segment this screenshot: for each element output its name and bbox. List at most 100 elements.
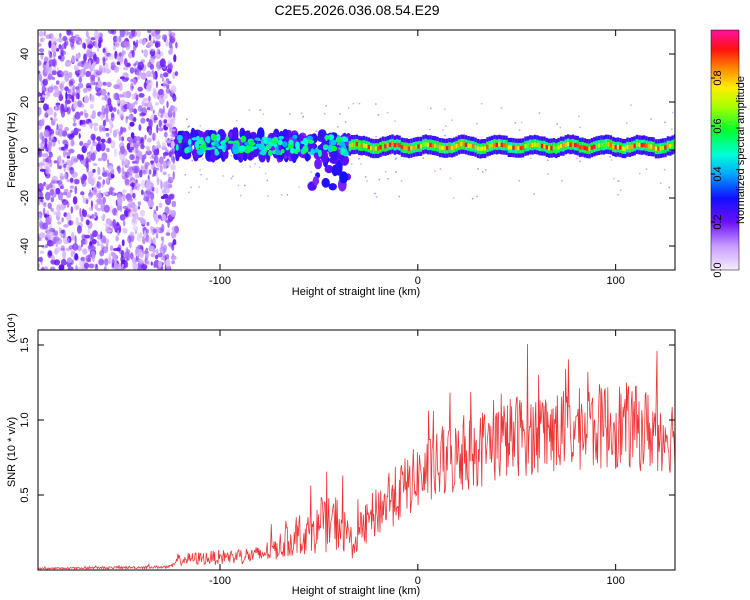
spectrogram-cell: [657, 146, 660, 151]
spectrogram-cell: [122, 66, 129, 71]
spectrogram-cell: [162, 152, 166, 160]
spectrogram-cell: [476, 195, 478, 198]
spectrogram-cell: [94, 203, 99, 210]
spectrogram-cell: [227, 140, 234, 144]
spectrogram-cell: [298, 186, 300, 188]
spectrogram-cell: [76, 225, 82, 234]
spectrogram-cell: [142, 169, 147, 175]
spectrogram-cell: [148, 48, 156, 52]
spectrogram-cell: [147, 187, 150, 197]
spectrogram-cell: [360, 143, 363, 148]
spectrogram-cell: [64, 126, 69, 132]
spectrogram-cell: [351, 142, 354, 147]
spectrogram-cell: [171, 131, 177, 138]
spectrogram-cell: [38, 48, 45, 53]
spectrogram-cell: [62, 250, 67, 260]
spectrogram-cell: [493, 142, 496, 147]
spectrogram-cell: [102, 57, 106, 66]
spectrogram-cell: [151, 173, 155, 177]
spectrogram-cell: [188, 125, 190, 127]
spectrogram-cell: [114, 66, 119, 73]
spectrogram-cell: [79, 111, 84, 116]
spectrogram-cell: [96, 70, 103, 74]
spectrogram-cell: [181, 151, 192, 160]
spectrogram-cell: [78, 221, 83, 226]
spectrogram-cell: [155, 205, 159, 212]
spectrogram-cell: [166, 68, 172, 73]
spectrogram-cell: [53, 111, 57, 118]
spectrogram-cell: [153, 149, 159, 156]
snr-series-line: [38, 343, 675, 570]
spectrogram-cell: [64, 143, 69, 149]
spectrogram-cell: [60, 80, 66, 85]
spectrogram-cell: [626, 122, 628, 124]
spectrogram-cell: [69, 185, 74, 189]
spectrogram-cell: [153, 155, 159, 164]
spectrogram-cell: [170, 210, 177, 218]
spectrogram-cell: [65, 212, 72, 222]
spectrogram-cell: [42, 94, 45, 98]
spectrogram-cell: [71, 171, 78, 178]
spectrogram-cell: [141, 49, 144, 54]
spectrogram-cell: [341, 147, 345, 153]
spectrogram-cell: [457, 142, 461, 147]
spectrogram-cell: [165, 39, 169, 47]
spectrogram-cell: [65, 91, 68, 101]
spectrogram-cell: [403, 145, 406, 150]
spectrogram-cell: [160, 195, 166, 200]
spectrogram-cell: [92, 53, 97, 62]
spectrogram-cell: [464, 142, 468, 147]
spectrogram-cell: [400, 180, 403, 182]
spectrogram-cell: [438, 145, 442, 150]
spectrogram-cell: [607, 142, 610, 147]
spectrogram-cell: [134, 136, 141, 142]
spectrogram-cell: [426, 142, 430, 147]
spectrogram-cell: [254, 163, 256, 165]
spectrogram-cell: [514, 145, 518, 151]
spectrogram-cell: [129, 231, 135, 237]
spectrogram-cell: [88, 194, 92, 200]
spectrogram-cell: [126, 142, 131, 151]
spectrogram-cell: [143, 49, 148, 58]
colorbar-label: Normalized spectral amplitude: [735, 76, 747, 224]
spectrogram-cell: [395, 157, 397, 159]
spectrogram-cell: [391, 141, 394, 147]
spectrogram-cell: [292, 134, 298, 140]
spectrogram-cell: [69, 177, 74, 183]
spectrogram-cell: [67, 133, 72, 139]
spectrogram-ticks: -100 0 100 -40 -20 0 20 40: [19, 30, 675, 287]
spectrogram-cell: [53, 160, 58, 164]
spectrogram-cell: [144, 134, 147, 140]
y-tick-label: 1.5: [19, 337, 31, 352]
spectrogram-cell: [129, 67, 135, 74]
spectrogram-cell: [377, 146, 380, 151]
spectrogram-cell: [96, 80, 103, 88]
spectrogram-cell: [547, 159, 549, 161]
spectrogram-cell: [239, 145, 246, 152]
spectrogram-cell: [171, 252, 175, 258]
spectrogram-cell: [377, 114, 380, 116]
spectrogram-cell: [148, 34, 152, 41]
spectrogram-cell: [277, 139, 283, 146]
spectrogram-cell: [124, 178, 130, 186]
spectrogram-cell: [650, 118, 652, 120]
spectrogram-cell: [122, 193, 126, 202]
spectrogram-cell: [85, 219, 90, 226]
spectrogram-cell: [101, 96, 105, 101]
spectrogram-cell: [588, 146, 591, 151]
spectrogram-cell: [205, 147, 213, 151]
spectrogram-cell: [362, 143, 366, 148]
spectrogram-cell: [444, 108, 446, 111]
spectrogram-cell: [80, 119, 86, 125]
spectrogram-cell: [135, 155, 140, 165]
spectrogram-cell: [153, 36, 156, 43]
spectrogram-cell: [38, 256, 43, 263]
spectrogram-cell: [171, 226, 176, 231]
spectrogram-cell: [476, 122, 478, 125]
spectrogram-cell: [147, 30, 152, 34]
spectrogram-cell: [151, 70, 155, 75]
spectrogram-cell: [659, 146, 662, 151]
spectrogram-cell: [444, 134, 446, 137]
spectrogram-cell: [66, 155, 71, 159]
spectrogram-cell: [72, 250, 76, 255]
